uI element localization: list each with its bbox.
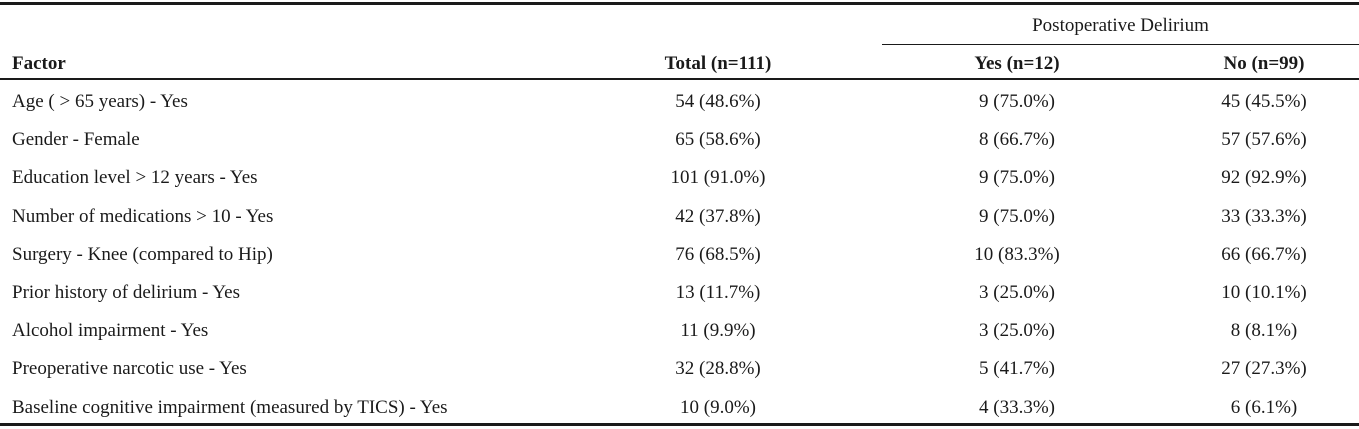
top-rule — [0, 2, 1359, 5]
cell-value: 8 (8.1%) — [1230, 320, 1298, 342]
row-label: Gender - Female — [12, 129, 140, 151]
cell-value: 65 (58.6%) — [675, 129, 761, 151]
cell-value: 9 (75.0%) — [979, 91, 1055, 112]
cell-value: 42 (37.8%) — [675, 205, 761, 227]
cell-value: 33 (33.3%) — [1221, 205, 1307, 227]
row-label: Baseline cognitive impairment (measured … — [12, 396, 448, 418]
cell-value: 54 (48.6%) — [675, 91, 761, 112]
column-header: Total (n=111) — [664, 53, 772, 74]
row-label: Age ( > 65 years) - Yes — [12, 91, 188, 112]
cell-value: 10 (83.3%) — [974, 243, 1060, 265]
cell-value: 4 (33.3%) — [979, 396, 1055, 418]
cell-value: 66 (66.7%) — [1221, 243, 1307, 265]
cell-value: 9 (75.0%) — [979, 167, 1055, 189]
group-header: Postoperative Delirium — [1032, 15, 1209, 36]
group-rule — [882, 44, 1359, 45]
row-label: Number of medications > 10 - Yes — [12, 205, 274, 227]
cell-value: 10 (9.0%) — [680, 396, 756, 418]
row-label: Preoperative narcotic use - Yes — [12, 358, 247, 380]
cell-value: 10 (10.1%) — [1221, 282, 1307, 303]
cell-value: 3 (25.0%) — [979, 320, 1055, 342]
row-label: Education level > 12 years - Yes — [12, 167, 258, 189]
cell-value: 11 (9.9%) — [680, 320, 756, 342]
bottom-rule — [0, 423, 1359, 426]
cell-value: 9 (75.0%) — [979, 205, 1055, 227]
cell-value: 101 (91.0%) — [670, 167, 766, 189]
cell-value: 3 (25.0%) — [979, 282, 1055, 303]
cell-value: 45 (45.5%) — [1221, 91, 1307, 112]
row-label: Surgery - Knee (compared to Hip) — [12, 243, 273, 265]
cell-value: 76 (68.5%) — [675, 243, 761, 265]
cell-value: 13 (11.7%) — [675, 282, 761, 303]
column-header: Yes (n=12) — [974, 53, 1060, 74]
cell-value: 6 (6.1%) — [1230, 396, 1298, 418]
cell-value: 32 (28.8%) — [675, 358, 761, 380]
column-header: Factor — [12, 53, 66, 74]
header-rule — [0, 78, 1359, 80]
cell-value: 57 (57.6%) — [1221, 129, 1307, 151]
row-label: Alcohol impairment - Yes — [12, 320, 209, 342]
cell-value: 8 (66.7%) — [979, 129, 1055, 151]
cell-value: 5 (41.7%) — [979, 358, 1055, 380]
column-header: No (n=99) — [1223, 53, 1305, 74]
cell-value: 92 (92.9%) — [1221, 167, 1307, 189]
row-label: Prior history of delirium - Yes — [12, 282, 240, 303]
cell-value: 27 (27.3%) — [1221, 358, 1307, 380]
